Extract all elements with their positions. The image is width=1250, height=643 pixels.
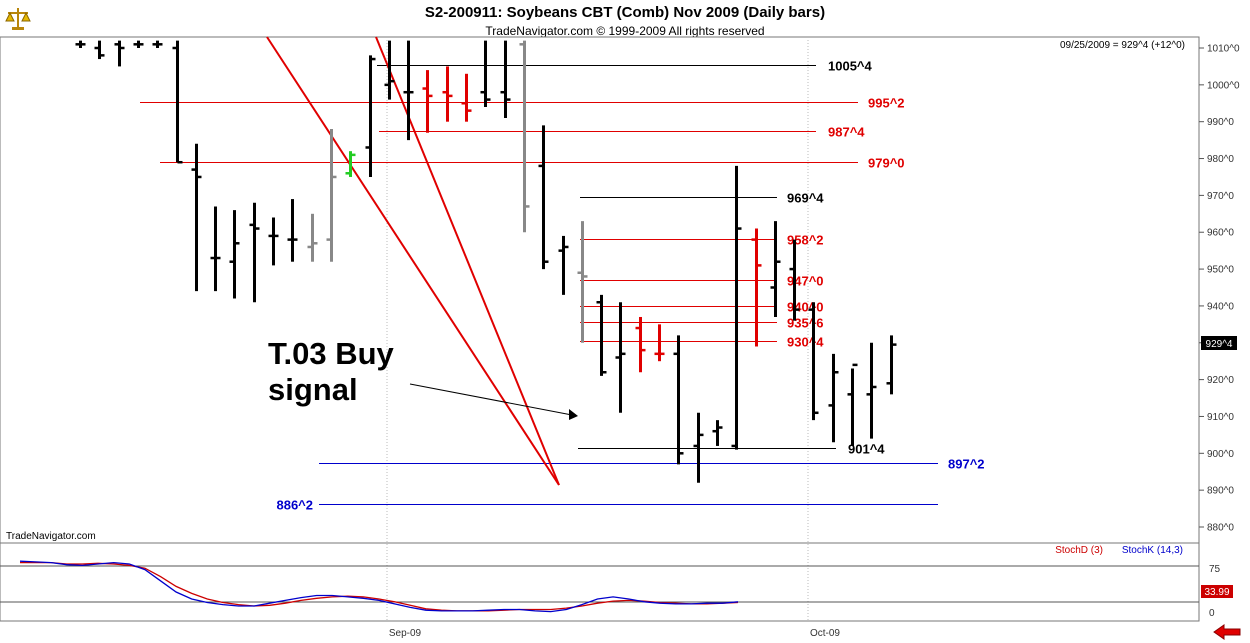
price-tick-label: 940^0	[1207, 301, 1234, 312]
ohlc-bar	[519, 40, 530, 233]
chart-copyright: TradeNavigator.com © 1999-2009 All right…	[485, 24, 765, 38]
ohlc-bar	[654, 324, 665, 362]
ohlc-bar	[461, 73, 472, 122]
ohlc-bar	[673, 335, 684, 465]
ohlc-bar	[886, 335, 897, 395]
level-label: 969^4	[787, 191, 824, 206]
chart-title: S2-200911: Soybeans CBT (Comb) Nov 2009 …	[424, 4, 826, 21]
price-tick-label: 890^0	[1207, 486, 1234, 497]
ohlc-bar	[596, 294, 607, 376]
level-label: 930^4	[787, 335, 824, 350]
ohlc-bar	[94, 40, 105, 60]
ohlc-bar	[828, 353, 839, 443]
last-price-tag	[1201, 336, 1237, 350]
price-tick-label: 950^0	[1207, 265, 1234, 276]
level-label: 995^2	[868, 96, 905, 111]
stoch-k-legend: StochK (14,3)	[1122, 545, 1183, 556]
price-tick-label: 980^0	[1207, 154, 1234, 165]
price-tick-label: 1000^0	[1207, 80, 1240, 91]
level-label: 886^2	[276, 498, 313, 513]
ohlc-bar	[422, 70, 433, 133]
level-label: 947^0	[787, 274, 824, 289]
signal-arrow-head-icon	[569, 409, 578, 420]
level-label: 940^0	[787, 300, 824, 315]
ohlc-bar	[480, 40, 491, 107]
ohlc-bar	[229, 210, 240, 299]
level-label: 958^2	[787, 233, 824, 248]
trendline-inner	[375, 36, 560, 486]
ohlc-bar	[326, 129, 337, 262]
ohlc-bar	[635, 316, 646, 373]
ohlc-bar	[577, 221, 588, 343]
ohlc-bar	[808, 302, 819, 421]
stoch-k-line	[19, 560, 739, 613]
ohlc-bar	[751, 228, 762, 347]
price-tick-label: 970^0	[1207, 191, 1234, 202]
ohlc-bar	[770, 221, 781, 317]
ohlc-bar	[249, 202, 260, 303]
ohlc-bar	[365, 55, 376, 177]
price-tick-label: 900^0	[1207, 449, 1234, 460]
price-tick-label: 960^0	[1207, 228, 1234, 239]
price-tick-label: 1010^0	[1207, 44, 1240, 55]
ohlc-bar	[75, 40, 86, 48]
stoch-last-tag-text: 33.99	[1204, 587, 1229, 598]
stoch-panel-frame	[0, 542, 1200, 622]
trendlines	[266, 36, 560, 486]
ohlc-bar	[789, 239, 800, 321]
ohlc-bar	[268, 217, 279, 266]
level-label: 1005^4	[828, 59, 873, 74]
level-label: 979^0	[868, 156, 905, 171]
price-tick-label: 920^0	[1207, 375, 1234, 386]
ohlc-bar	[866, 342, 877, 439]
ohlc-bar	[287, 199, 298, 262]
level-label: 897^2	[948, 457, 985, 472]
ohlc-bar	[442, 66, 453, 122]
ohlc-bar	[152, 40, 163, 48]
price-tick-label: 990^0	[1207, 117, 1234, 128]
x-tick-oct: Oct-09	[810, 628, 840, 639]
ohlc-bar	[172, 40, 183, 164]
ohlc-bar	[345, 151, 356, 177]
last-price-tag-text: 929^4	[1206, 339, 1233, 350]
stoch-d-line	[20, 561, 739, 612]
x-tick-sep: Sep-09	[389, 628, 422, 639]
ohlc-bar	[500, 40, 511, 119]
price-panel-frame	[0, 36, 1200, 544]
ohlc-bar	[191, 143, 202, 292]
signal-line-2: signal	[268, 372, 358, 407]
stoch-tick-0: 0	[1209, 608, 1215, 619]
ohlc-bar	[731, 165, 742, 450]
ohlc-bar	[712, 420, 723, 446]
signal-line-1: T.03 Buy	[268, 336, 395, 371]
price-tick-label: 910^0	[1207, 412, 1234, 423]
price-tick-label: 880^0	[1207, 523, 1234, 534]
price-readout: 09/25/2009 = 929^4 (+12^0)	[1060, 40, 1185, 51]
ohlc-bar	[538, 125, 549, 270]
ohlc-bar	[693, 412, 704, 483]
watermark: TradeNavigator.com	[6, 531, 96, 542]
ohlc-bar	[384, 40, 395, 100]
ohlc-bar	[847, 363, 858, 446]
ohlc-bar	[210, 206, 221, 292]
stoch-last-tag	[1201, 585, 1233, 598]
ohlc-bar	[307, 213, 318, 262]
scroll-left-arrow-icon[interactable]	[1212, 624, 1242, 640]
trade-navigator-logo-icon[interactable]	[4, 4, 32, 32]
ohlc-bar	[403, 40, 414, 141]
level-label: 987^4	[828, 125, 865, 140]
signal-arrow	[409, 383, 573, 416]
ohlc-bar	[615, 302, 626, 413]
ohlc-bar	[133, 40, 144, 48]
level-label: 901^4	[848, 442, 885, 457]
stoch-d-legend: StochD (3)	[1055, 545, 1103, 556]
ohlc-bar	[114, 40, 125, 67]
trendline-outer	[266, 36, 560, 486]
ohlc-bar	[558, 235, 569, 295]
level-label: 935^6	[787, 316, 824, 331]
stoch-tick-75: 75	[1209, 564, 1221, 575]
